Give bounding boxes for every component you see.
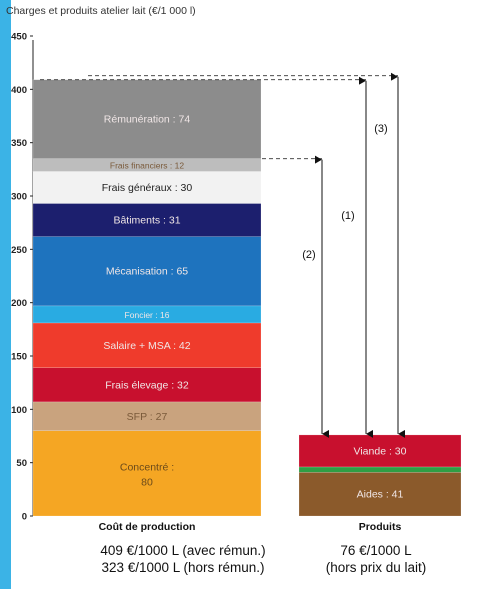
bar-segment-label: Salaire + MSA : 42 — [103, 340, 190, 352]
bar-segment-label: Aides : 41 — [357, 489, 404, 501]
x-category-label: Produits — [359, 521, 402, 533]
bar-segment-label: Mécanisation : 65 — [106, 266, 188, 278]
right-caption-line2: (hors prix du lait) — [325, 560, 427, 575]
left-caption: 409 €/1000 L (avec rémun.) 323 €/1000 L … — [38, 542, 328, 576]
bar-segment-label: Foncier : 16 — [125, 310, 170, 320]
y-tick-label: 450 — [11, 32, 27, 43]
annotations-group: (1) (2) (3) — [40, 72, 405, 438]
bar-segment-label: SFP : 27 — [127, 411, 168, 423]
bar-segment — [298, 434, 462, 468]
bar-segment — [32, 171, 262, 204]
bar-segment — [32, 236, 262, 307]
y-tick-label: 350 — [11, 138, 27, 149]
bar-segment-label: Frais élevage : 32 — [105, 379, 189, 391]
bar-segment-label: Frais généraux : 30 — [102, 182, 193, 194]
annotation-label: (2) — [302, 249, 315, 261]
left-caption-line1: 409 €/1000 L (avec rémun.) — [100, 543, 266, 558]
side-accent-strip — [0, 0, 11, 589]
bar-segment-label: Concentré : — [120, 461, 174, 473]
y-tick-label: 50 — [16, 458, 27, 469]
bar-segment — [298, 466, 462, 473]
bar-segment-label: Frais financiers : 12 — [110, 161, 184, 171]
x-category-label: Coût de production — [99, 521, 196, 533]
stacked-bar-chart: Charges et produits atelier lait (€/1 00… — [6, 5, 462, 533]
right-caption-line1: 76 €/1000 L — [340, 543, 412, 558]
bar-segment — [32, 367, 262, 403]
bar-segment-label: Rémunération : 74 — [104, 114, 191, 126]
bar-segment — [32, 158, 262, 172]
y-axis-ticks: 0 50 100 150 200 250 300 350 400 450 — [11, 32, 33, 523]
bar-segment — [32, 430, 262, 517]
bar-segment-label: Viande : 30 — [354, 445, 407, 457]
y-tick-label: 100 — [11, 405, 27, 416]
bar-segment — [32, 203, 262, 237]
y-tick-label: 0 — [22, 512, 27, 523]
annotation-label: (3) — [374, 123, 387, 135]
bar-segment — [32, 322, 262, 368]
y-tick-label: 400 — [11, 85, 27, 96]
chart-title: Charges et produits atelier lait (€/1 00… — [6, 5, 196, 17]
left-caption-line2: 323 €/1000 L (hors rémun.) — [101, 560, 265, 575]
annotation-label: (1) — [341, 210, 354, 222]
bar-segment-label: 80 — [141, 476, 153, 488]
y-tick-label: 150 — [11, 352, 27, 363]
y-tick-label: 200 — [11, 298, 27, 309]
y-tick-label: 300 — [11, 192, 27, 203]
right-caption: 76 €/1000 L (hors prix du lait) — [296, 542, 456, 576]
x-axis-categories: Coût de production Produits — [99, 521, 402, 533]
y-tick-label: 250 — [11, 245, 27, 256]
bars-group: Concentré : 80 SFP : 27 Frais élevage : 32 S… — [32, 79, 462, 517]
bar-segment — [32, 79, 262, 159]
bar-segment-label: Bâtiments : 31 — [113, 215, 180, 227]
bar-segment — [32, 401, 262, 431]
bar-segment — [298, 472, 462, 517]
